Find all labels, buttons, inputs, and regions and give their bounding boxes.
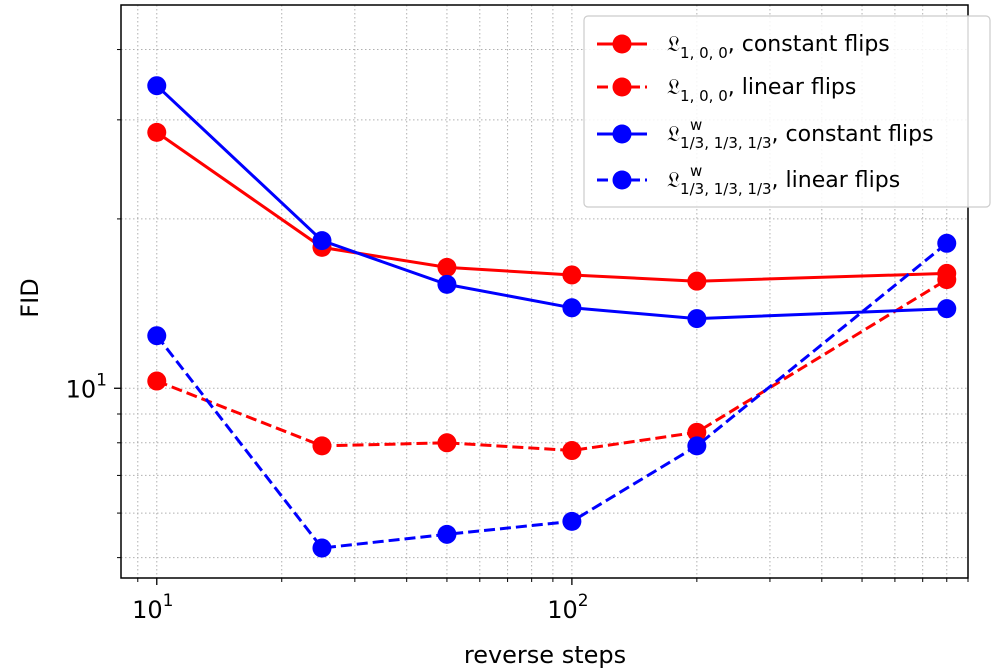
legend-label: 𝔏1/3, 1/3, 1/3, constant flips: [667, 122, 934, 152]
series-3: [147, 76, 957, 329]
data-point: [437, 433, 457, 453]
legend-subscript: 1/3, 1/3, 1/3: [680, 180, 772, 198]
data-point: [562, 441, 582, 461]
legend-suffix: , constant flips: [772, 122, 934, 147]
legend-suffix: , constant flips: [728, 32, 890, 57]
legend-box: [583, 15, 991, 208]
data-point: [312, 436, 332, 456]
data-point: [147, 76, 167, 96]
legend-symbol: 𝔏: [667, 122, 680, 147]
legend-subscript: 1/3, 1/3, 1/3: [680, 134, 772, 152]
plot-frame: [120, 4, 969, 579]
y-tick-label: 101: [66, 370, 107, 403]
data-point: [437, 274, 457, 294]
data-point: [937, 299, 957, 319]
series-4: [147, 233, 957, 558]
legend-label: 𝔏1, 0, 0, constant flips: [667, 32, 890, 62]
y-axis-label: FID: [16, 278, 44, 317]
data-point: [437, 524, 457, 544]
series-2: [147, 270, 957, 461]
legend-symbol: 𝔏: [667, 168, 680, 193]
legend-symbol: 𝔏: [667, 75, 680, 100]
x-tick-base: 10: [132, 596, 163, 624]
data-point: [937, 233, 957, 253]
data-point: [312, 231, 332, 251]
legend-subscript: 1, 0, 0: [680, 44, 728, 62]
x-tick-label: 101: [132, 591, 173, 624]
data-point: [562, 298, 582, 318]
legend-marker: [612, 77, 632, 97]
x-tick-label: 102: [547, 591, 588, 624]
legend-symbol: 𝔏: [667, 32, 680, 57]
data-point: [562, 265, 582, 285]
legend-entry-2: 𝔏1, 0, 0, linear flips: [597, 75, 856, 105]
data-point: [687, 309, 707, 329]
data-point: [687, 436, 707, 456]
data-point: [687, 422, 707, 442]
legend-suffix: , linear flips: [728, 75, 857, 100]
y-tick-exp: 1: [96, 370, 107, 390]
series-line: [155, 84, 947, 321]
data-point: [437, 257, 457, 277]
x-tick-exp: 2: [578, 591, 589, 611]
legend-label: 𝔏1, 0, 0, linear flips: [667, 75, 856, 105]
legend-suffix: , linear flips: [772, 168, 901, 193]
series-layer: [147, 76, 957, 558]
legend-superscript: w: [690, 116, 702, 134]
legend-marker: [612, 34, 632, 54]
y-tick-base: 10: [66, 375, 97, 403]
legend-marker: [612, 170, 632, 190]
series-line: [155, 242, 948, 550]
legend-subscript: 1, 0, 0: [680, 87, 728, 105]
legend-superscript: w: [690, 162, 702, 180]
ticks: [114, 49, 969, 585]
x-axis-label: reverse steps: [464, 641, 626, 669]
data-point: [147, 371, 167, 391]
data-point: [937, 270, 957, 290]
legend-marker: [612, 124, 632, 144]
series-line: [156, 278, 948, 453]
x-tick-base: 10: [547, 596, 578, 624]
data-point: [147, 122, 167, 142]
data-point: [687, 271, 707, 291]
legend-label: 𝔏1/3, 1/3, 1/3, linear flips: [667, 168, 900, 198]
data-point: [147, 326, 167, 346]
data-point: [562, 511, 582, 531]
x-tick-exp: 1: [163, 591, 174, 611]
data-point: [312, 538, 332, 558]
series-line: [155, 131, 947, 283]
legend-entry-1: 𝔏1, 0, 0, constant flips: [597, 32, 890, 62]
